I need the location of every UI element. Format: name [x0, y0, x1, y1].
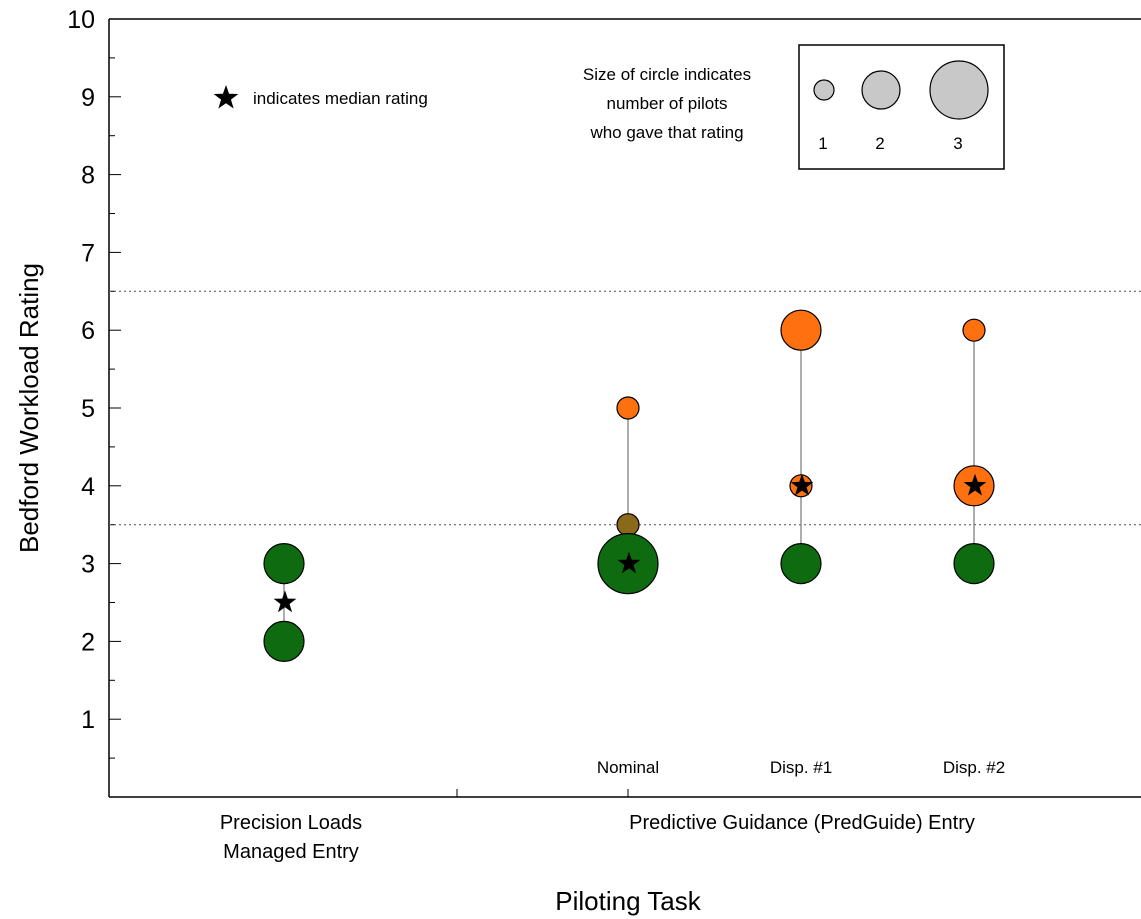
x-axis-title: Piloting Task — [555, 886, 701, 916]
size-legend-text: number of pilots — [607, 94, 728, 113]
size-legend-circle — [861, 70, 901, 110]
data-point — [962, 318, 986, 342]
y-tick-label: 1 — [81, 706, 95, 734]
median-star — [790, 473, 814, 496]
y-tick-label: 4 — [81, 473, 95, 501]
median-star — [963, 473, 987, 496]
category-label: Managed Entry — [223, 841, 359, 863]
median-star — [273, 590, 297, 613]
y-tick-label: 2 — [81, 628, 95, 656]
size-legend-count: 2 — [875, 134, 884, 153]
data-point — [263, 542, 305, 585]
y-tick-label: 8 — [81, 162, 95, 190]
y-tick-label: 3 — [81, 551, 95, 579]
size-legend-count: 3 — [953, 134, 962, 153]
y-tick-label: 7 — [81, 239, 95, 267]
category-label: Predictive Guidance (PredGuide) Entry — [629, 812, 975, 834]
data-point — [616, 396, 640, 420]
data-point — [616, 513, 640, 537]
size-legend-text: who gave that rating — [589, 123, 743, 142]
y-tick-label: 6 — [81, 317, 95, 345]
y-tick-label: 10 — [67, 6, 95, 34]
median-note: indicates median rating — [253, 89, 428, 108]
condition-label: Nominal — [597, 758, 659, 777]
y-tick-label: 9 — [81, 84, 95, 112]
data-point — [953, 542, 995, 585]
data-point — [780, 542, 822, 585]
y-axis-title: Bedford Workload Rating — [14, 263, 44, 553]
condition-label: Disp. #1 — [770, 758, 832, 777]
y-tick-label: 5 — [81, 395, 95, 423]
median-legend-star — [213, 85, 239, 109]
size-legend-circle — [813, 79, 835, 101]
category-label: Precision Loads — [220, 812, 362, 834]
condition-label: Disp. #2 — [943, 758, 1005, 777]
size-legend-circle — [929, 60, 989, 120]
data-point — [780, 309, 822, 351]
size-legend-count: 1 — [818, 134, 827, 153]
median-star — [617, 551, 641, 574]
data-point — [263, 620, 305, 663]
size-legend-text: Size of circle indicates — [583, 65, 751, 84]
